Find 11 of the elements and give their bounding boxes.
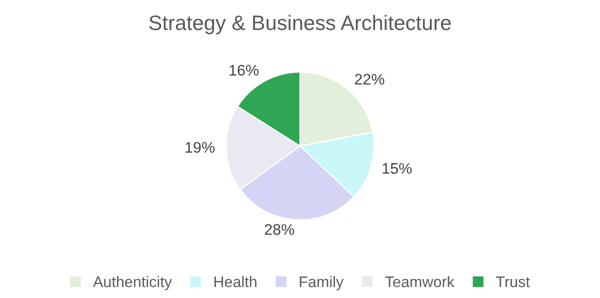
data-label: 28% <box>264 224 294 235</box>
data-label: 19% <box>186 142 215 153</box>
data-label: 15% <box>382 163 412 174</box>
legend-label: Teamwork <box>385 276 454 288</box>
legend-label: Family <box>300 276 344 290</box>
legend-label: Authenticity <box>93 276 172 290</box>
legend-label: Trust <box>496 276 530 288</box>
data-label: 16% <box>230 64 259 76</box>
legend-label: Health <box>214 276 256 288</box>
chart-title: Strategy & Business Architecture <box>149 14 451 34</box>
data-label: 22% <box>354 74 384 85</box>
